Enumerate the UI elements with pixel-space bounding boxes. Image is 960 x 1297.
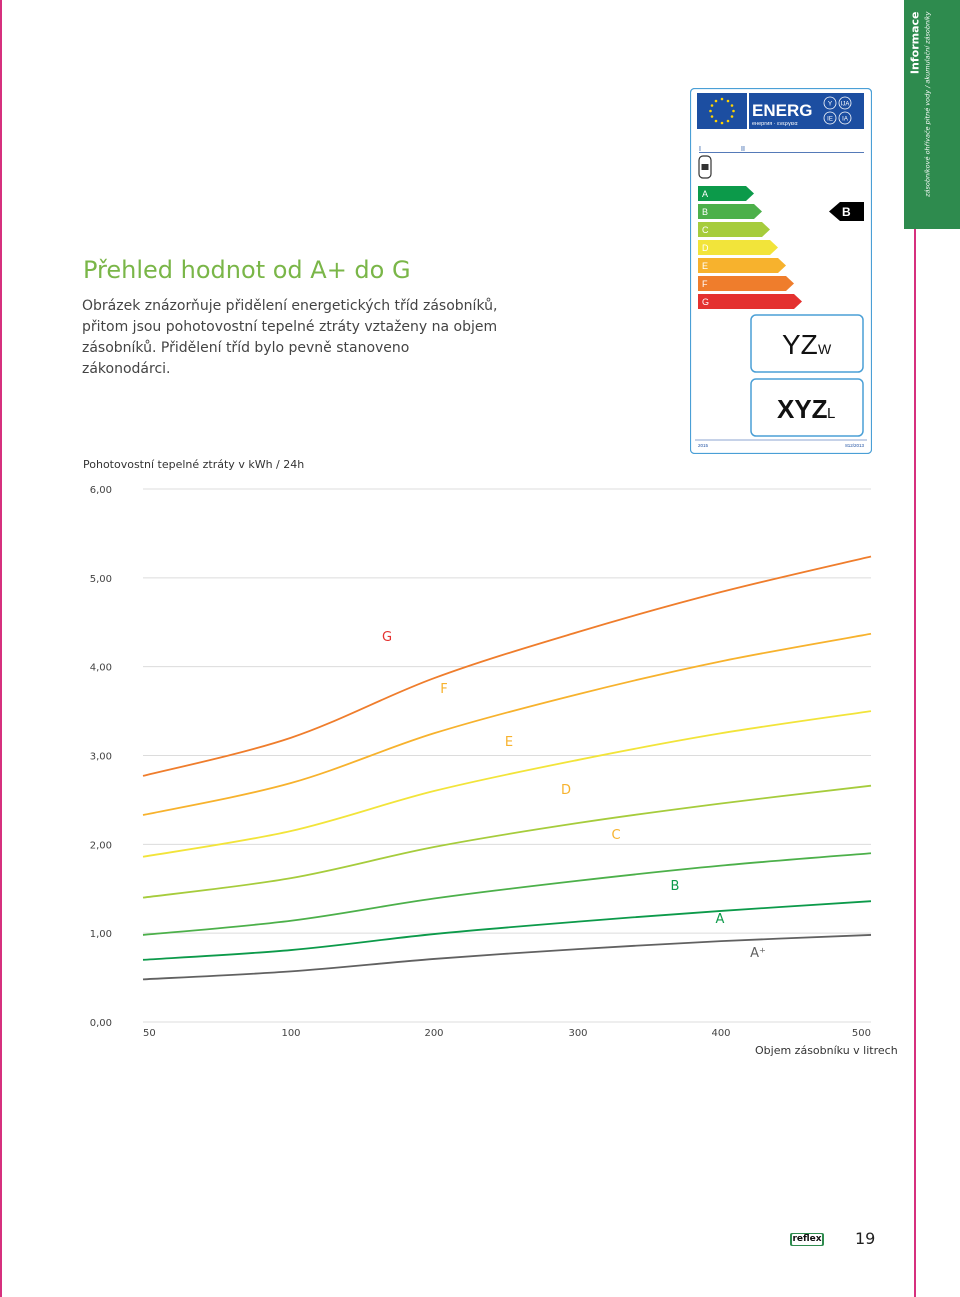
series-line-f [142, 555, 872, 777]
energy-class-arrow [698, 204, 762, 219]
right-page-border [914, 229, 916, 1297]
y-tick-label: 3,00 [90, 752, 112, 763]
label-footer-regulation: 812/2013 [845, 443, 864, 448]
series-line-a [142, 900, 872, 961]
reflex-logo-text: reflex [792, 1234, 822, 1245]
current-class-letter: B [842, 205, 851, 219]
series-line-d [142, 710, 872, 858]
chart-x-axis-label: Objem zásobníku v litrech [755, 1044, 898, 1057]
section-tab-title: Informace [908, 11, 922, 75]
series-line-a-plus [142, 934, 872, 981]
y-tick-label: 5,00 [90, 574, 112, 585]
loss-chart: 0,00 1,00 2,00 3,00 4,00 5,00 6,00 50 100 200 300 4… [90, 485, 872, 1039]
class-annotation: F [440, 682, 447, 697]
series-line-b [142, 852, 872, 936]
energy-class-letter: A [702, 189, 708, 199]
reflex-logo: reflex [790, 1233, 824, 1246]
volume-value: XYZ [777, 394, 828, 424]
page-title: Přehled hodnot od A+ do G [83, 256, 411, 284]
energy-class-letter: G [702, 297, 709, 307]
energ-text: ENERG [752, 101, 812, 120]
class-annotation: E [505, 735, 513, 750]
label-footer-year: 2015 [698, 443, 709, 448]
y-tick-label: 0,00 [90, 1018, 112, 1029]
energy-badge: IJA [841, 102, 850, 108]
energy-class-arrow [698, 186, 754, 201]
volume-box [750, 378, 864, 437]
intro-line: Obrázek znázorňuje přidělení energetický… [82, 298, 498, 314]
energ-banner [749, 93, 864, 129]
class-annotation: A [716, 912, 725, 927]
label-marker-left: I [699, 146, 701, 153]
energy-class-arrow [698, 276, 794, 291]
heat-loss-box [750, 314, 864, 373]
energy-badge: IE [827, 117, 833, 123]
energy-class-arrow [698, 258, 786, 273]
y-tick-label: 6,00 [90, 485, 112, 496]
class-annotation: D [561, 783, 571, 798]
intro-paragraph: Obrázek znázorňuje přidělení energetický… [82, 296, 502, 380]
x-tick-label: 200 [424, 1028, 443, 1039]
heat-loss-unit: W [818, 341, 832, 357]
y-tick-label: 4,00 [90, 663, 112, 674]
intro-line: přitom jsou pohotovostní tepelné ztráty … [82, 319, 498, 335]
energy-label: ENERG енергия · ενεργεια Y IJA IE IA I I… [690, 88, 872, 454]
x-tick-label: 50 [143, 1028, 156, 1039]
energy-class-letter: B [702, 207, 708, 217]
left-page-border [0, 0, 2, 1297]
page-number: 19 [855, 1229, 876, 1248]
energy-badge: Y [828, 101, 833, 108]
energy-badge: IA [842, 117, 848, 123]
x-tick-label: 400 [711, 1028, 730, 1039]
water-heater-icon [698, 155, 712, 179]
eu-stars-icon [709, 97, 735, 125]
label-marker-right: II [741, 146, 745, 153]
x-tick-label: 300 [568, 1028, 587, 1039]
energy-class-arrow [698, 222, 770, 237]
energy-class-letter: C [702, 225, 709, 235]
y-tick-label: 2,00 [90, 840, 112, 851]
heat-loss-value: YZ [782, 329, 818, 360]
y-tick-label: 1,00 [90, 929, 112, 940]
current-class-arrow: B [829, 202, 864, 221]
energ-sub-text: енергия · ενεργεια [752, 121, 798, 127]
energy-class-arrow [698, 240, 778, 255]
energy-class-letter: D [702, 243, 709, 253]
section-tab-subtitle: zásobníkové ohřívače pitné vody / akumul… [923, 11, 932, 197]
class-annotation: A⁺ [750, 946, 766, 961]
energy-class-letter: E [702, 261, 708, 271]
x-tick-label: 500 [852, 1028, 871, 1039]
section-tab[interactable]: Informace zásobníkové ohřívače pitné vod… [904, 0, 960, 229]
energy-class-letter: F [702, 279, 708, 289]
series-line-e [142, 632, 872, 816]
volume-unit: L [827, 405, 835, 422]
class-annotation: G [382, 630, 392, 645]
chart-y-axis-label: Pohotovostní tepelné ztráty v kWh / 24h [83, 458, 305, 471]
series-line-c [142, 784, 872, 899]
energy-class-arrow [698, 294, 802, 309]
class-annotation: B [671, 879, 680, 894]
intro-line: zásobníků. Přidělení tříd bylo pevně sta… [82, 340, 410, 377]
class-annotation: C [611, 828, 620, 843]
x-tick-label: 100 [281, 1028, 300, 1039]
